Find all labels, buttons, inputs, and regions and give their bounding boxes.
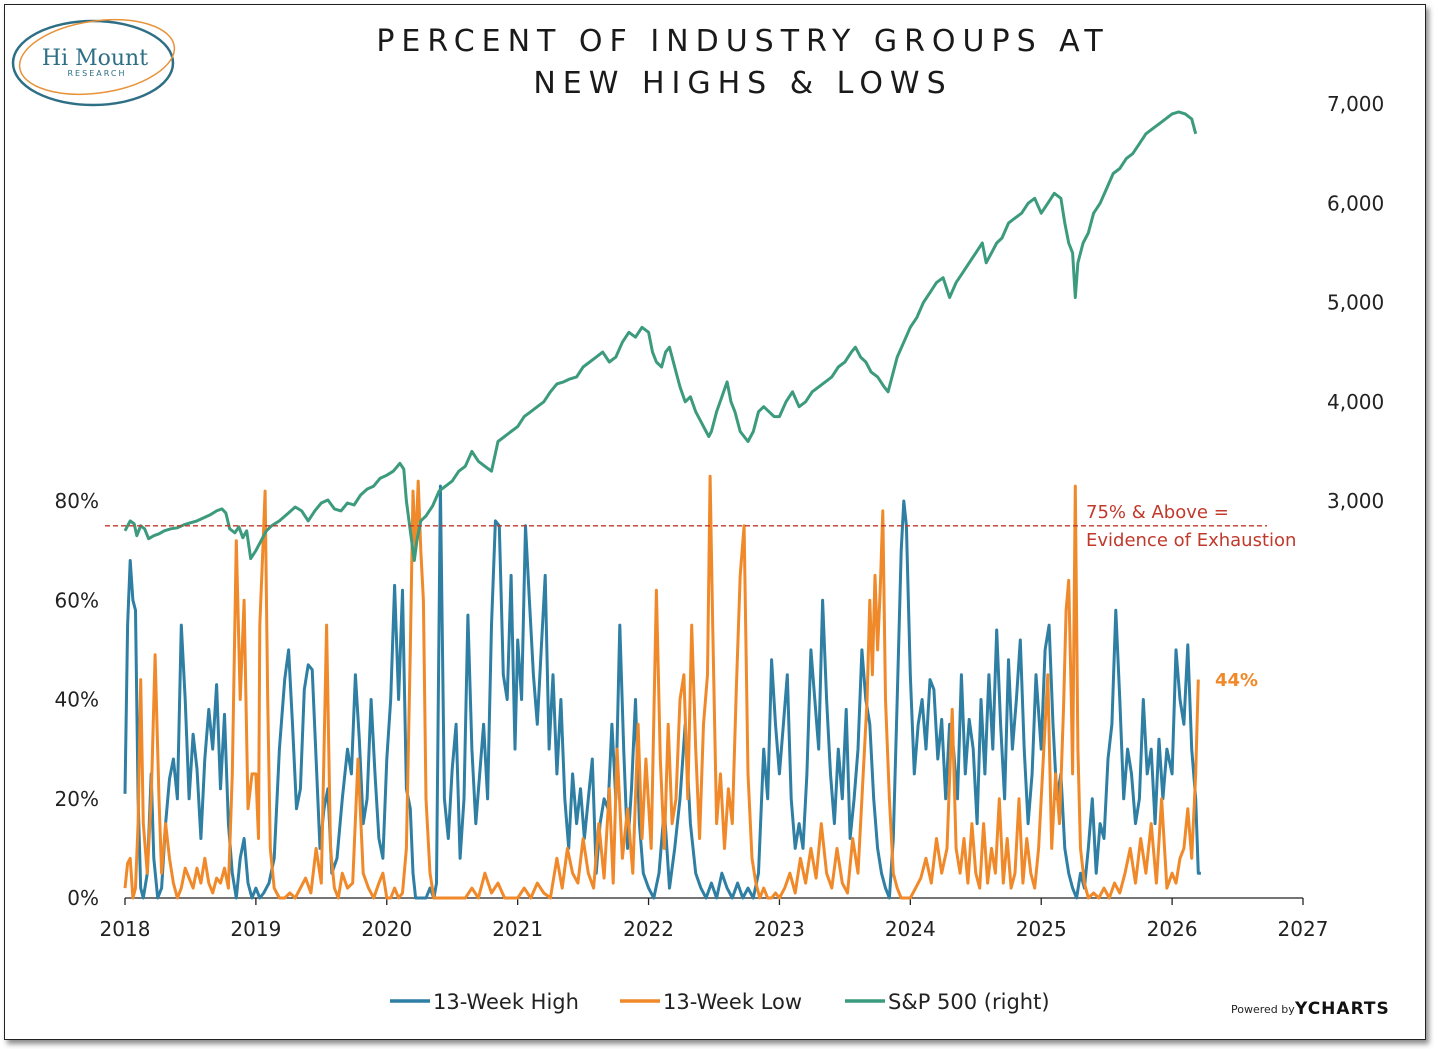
logo: Hi Mount RESEARCH [11, 18, 176, 107]
chart-title-line-2: NEW HIGHS & LOWS [533, 66, 952, 101]
x-tick-label: 2019 [230, 917, 281, 941]
threshold-label-line-1: 75% & Above = [1086, 502, 1229, 523]
left-y-tick-label: 20% [55, 787, 99, 811]
series-line-sp500 [123, 110, 1198, 562]
x-tick-label: 2023 [754, 917, 805, 941]
powered-by-text: Powered by [1231, 1003, 1295, 1016]
x-tick-label: 2025 [1016, 917, 1067, 941]
right-y-tick-label: 5,000 [1327, 291, 1384, 315]
x-tick-label: 2020 [361, 917, 412, 941]
series-line-13-week-high [123, 484, 1201, 900]
chart-frame: Hi Mount RESEARCH PERCENT OF INDUSTRY GR… [4, 4, 1426, 1040]
ycharts-brand: Powered by YCHARTS [1231, 999, 1390, 1019]
logo-ring-inner [18, 18, 176, 96]
x-tick-label: 2018 [100, 917, 151, 941]
right-y-tick-label: 6,000 [1327, 191, 1384, 215]
end-value-label: 44% [1215, 670, 1258, 691]
legend-label-low: 13-Week Low [663, 990, 802, 1014]
chart-title-line-1: PERCENT OF INDUSTRY GROUPS AT [376, 24, 1109, 59]
x-tick-label: 2027 [1278, 917, 1329, 941]
ycharts-logo: YCHARTS [1294, 999, 1390, 1019]
axes: 2018 2019 2020 2021 2022 2023 2024 2025 2026 2027… [55, 92, 1385, 941]
right-y-tick-label: 3,000 [1327, 489, 1384, 513]
left-y-tick-label: 0% [67, 886, 99, 910]
series-layer [123, 110, 1201, 900]
legend: 13-Week High 13-Week Low S&P 500 (right) [390, 990, 1050, 1014]
logo-sub: RESEARCH [68, 69, 127, 78]
x-tick-label: 2022 [623, 917, 674, 941]
legend-label-spx: S&P 500 (right) [888, 990, 1050, 1014]
left-y-tick-label: 40% [55, 688, 99, 712]
logo-name: Hi Mount [42, 46, 148, 71]
left-y-tick-label: 80% [55, 489, 99, 513]
x-tick-label: 2024 [885, 917, 936, 941]
x-tick-label: 2026 [1147, 917, 1198, 941]
legend-label-high: 13-Week High [433, 990, 579, 1014]
left-y-tick-label: 60% [55, 588, 99, 612]
annotations: 75% & Above = Evidence of Exhaustion 44% [105, 502, 1296, 691]
right-y-tick-label: 4,000 [1327, 390, 1384, 414]
right-y-tick-label: 7,000 [1327, 92, 1384, 116]
chart: Hi Mount RESEARCH PERCENT OF INDUSTRY GR… [11, 18, 1390, 1019]
threshold-label-line-2: Evidence of Exhaustion [1086, 530, 1296, 551]
x-tick-label: 2021 [492, 917, 543, 941]
series-line-13-week-low [123, 474, 1200, 900]
